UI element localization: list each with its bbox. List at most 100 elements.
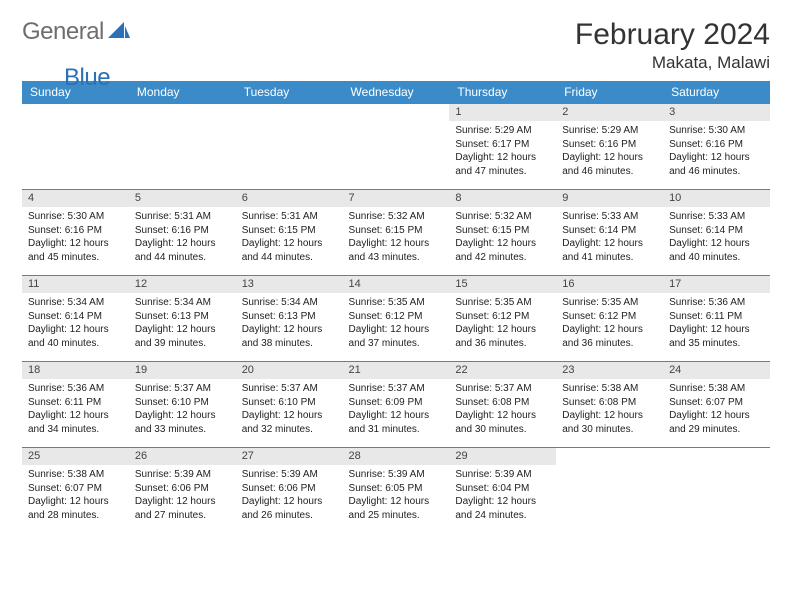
day-content: Sunrise: 5:34 AMSunset: 6:13 PMDaylight:…: [129, 293, 236, 354]
day-content: Sunrise: 5:34 AMSunset: 6:14 PMDaylight:…: [22, 293, 129, 354]
calendar-cell: 29Sunrise: 5:39 AMSunset: 6:04 PMDayligh…: [449, 448, 556, 534]
day-content: Sunrise: 5:33 AMSunset: 6:14 PMDaylight:…: [556, 207, 663, 268]
sunset-label: Sunset: 6:17 PM: [455, 138, 550, 152]
daylight1-label: Daylight: 12 hours: [242, 495, 337, 509]
daylight1-label: Daylight: 12 hours: [455, 237, 550, 251]
sunrise-label: Sunrise: 5:37 AM: [135, 382, 230, 396]
calendar-cell: 22Sunrise: 5:37 AMSunset: 6:08 PMDayligh…: [449, 362, 556, 448]
sunset-label: Sunset: 6:14 PM: [562, 224, 657, 238]
calendar-cell: 16Sunrise: 5:35 AMSunset: 6:12 PMDayligh…: [556, 276, 663, 362]
logo-text-general: General: [22, 18, 104, 46]
sunrise-label: Sunrise: 5:36 AM: [669, 296, 764, 310]
day-content: Sunrise: 5:37 AMSunset: 6:08 PMDaylight:…: [449, 379, 556, 440]
sunset-label: Sunset: 6:07 PM: [28, 482, 123, 496]
day-number: 3: [663, 104, 770, 121]
daylight1-label: Daylight: 12 hours: [349, 323, 444, 337]
calendar-cell: 10Sunrise: 5:33 AMSunset: 6:14 PMDayligh…: [663, 190, 770, 276]
calendar-cell: [663, 448, 770, 534]
day-content: Sunrise: 5:29 AMSunset: 6:17 PMDaylight:…: [449, 121, 556, 182]
day-number: 22: [449, 362, 556, 379]
calendar-cell: 27Sunrise: 5:39 AMSunset: 6:06 PMDayligh…: [236, 448, 343, 534]
daylight2-label: and 35 minutes.: [669, 337, 764, 351]
calendar-cell: 24Sunrise: 5:38 AMSunset: 6:07 PMDayligh…: [663, 362, 770, 448]
sunset-label: Sunset: 6:08 PM: [562, 396, 657, 410]
calendar-cell: 20Sunrise: 5:37 AMSunset: 6:10 PMDayligh…: [236, 362, 343, 448]
sunrise-label: Sunrise: 5:39 AM: [135, 468, 230, 482]
daylight2-label: and 25 minutes.: [349, 509, 444, 523]
dow-wednesday: Wednesday: [343, 81, 450, 104]
daylight2-label: and 30 minutes.: [455, 423, 550, 437]
daylight1-label: Daylight: 12 hours: [669, 323, 764, 337]
day-content: Sunrise: 5:38 AMSunset: 6:08 PMDaylight:…: [556, 379, 663, 440]
day-content: Sunrise: 5:38 AMSunset: 6:07 PMDaylight:…: [663, 379, 770, 440]
calendar-cell: 3Sunrise: 5:30 AMSunset: 6:16 PMDaylight…: [663, 104, 770, 190]
sunset-label: Sunset: 6:16 PM: [28, 224, 123, 238]
calendar-row: 4 Sunrise: 5:30 AMSunset: 6:16 PM Daylight…: [22, 190, 770, 276]
day-number: 12: [129, 276, 236, 293]
daylight2-label: and 41 minutes.: [562, 251, 657, 265]
daylight1-label: Daylight: 12 hours: [349, 409, 444, 423]
sunrise-label: Sunrise: 5:34 AM: [135, 296, 230, 310]
sunset-label: Sunset: 6:13 PM: [135, 310, 230, 324]
daylight1-label: Daylight: 12 hours: [242, 237, 337, 251]
day-number-blank: [556, 448, 663, 465]
daylight2-label: and 44 minutes.: [135, 251, 230, 265]
day-content: Sunrise: 5:31 AMSunset: 6:16 PMDaylight:…: [129, 207, 236, 268]
day-content: Sunrise: 5:32 AMSunset: 6:15 PMDaylight:…: [343, 207, 450, 268]
day-content: Sunrise: 5:39 AMSunset: 6:06 PMDaylight:…: [236, 465, 343, 526]
daylight1-label: Daylight: 12 hours: [135, 495, 230, 509]
daylight1-label: Daylight: 12 hours: [562, 409, 657, 423]
daylight2-label: and 46 minutes.: [562, 165, 657, 179]
calendar-cell: 12Sunrise: 5:34 AMSunset: 6:13 PMDayligh…: [129, 276, 236, 362]
calendar-cell: 2Sunrise: 5:29 AMSunset: 6:16 PMDaylight…: [556, 104, 663, 190]
sunrise-label: Sunrise: 5:35 AM: [455, 296, 550, 310]
daylight2-label: and 28 minutes.: [28, 509, 123, 523]
calendar-cell: 18Sunrise: 5:36 AMSunset: 6:11 PMDayligh…: [22, 362, 129, 448]
sunrise-label: Sunrise: 5:30 AM: [669, 124, 764, 138]
calendar-cell: 8Sunrise: 5:32 AMSunset: 6:15 PMDaylight…: [449, 190, 556, 276]
daylight2-label: and 38 minutes.: [242, 337, 337, 351]
sunrise-label: Sunrise: 5:30 AM: [28, 210, 123, 224]
daylight2-label: and 26 minutes.: [242, 509, 337, 523]
calendar-header-row: Sunday Monday Tuesday Wednesday Thursday…: [22, 81, 770, 104]
sunset-label: Sunset: 6:04 PM: [455, 482, 550, 496]
daylight2-label: and 46 minutes.: [669, 165, 764, 179]
daylight2-label: and 31 minutes.: [349, 423, 444, 437]
day-content: Sunrise: 5:37 AMSunset: 6:09 PMDaylight:…: [343, 379, 450, 440]
day-content: Sunrise: 5:35 AMSunset: 6:12 PMDaylight:…: [449, 293, 556, 354]
location-label: Makata, Malawi: [575, 53, 770, 73]
day-content: Sunrise: 5:31 AMSunset: 6:15 PMDaylight:…: [236, 207, 343, 268]
daylight1-label: Daylight: 12 hours: [669, 237, 764, 251]
calendar-cell: 19Sunrise: 5:37 AMSunset: 6:10 PMDayligh…: [129, 362, 236, 448]
sunset-label: Sunset: 6:06 PM: [135, 482, 230, 496]
day-content: Sunrise: 5:36 AMSunset: 6:11 PMDaylight:…: [22, 379, 129, 440]
sunrise-label: Sunrise: 5:31 AM: [242, 210, 337, 224]
calendar-cell: 15Sunrise: 5:35 AMSunset: 6:12 PMDayligh…: [449, 276, 556, 362]
sunset-label: Sunset: 6:11 PM: [28, 396, 123, 410]
calendar-cell: 25Sunrise: 5:38 AMSunset: 6:07 PMDayligh…: [22, 448, 129, 534]
day-number-blank: [343, 104, 450, 121]
calendar-cell: 14Sunrise: 5:35 AMSunset: 6:12 PMDayligh…: [343, 276, 450, 362]
day-content: Sunrise: 5:29 AMSunset: 6:16 PMDaylight:…: [556, 121, 663, 182]
sunset-label: Sunset: 6:16 PM: [669, 138, 764, 152]
sunrise-label: Sunrise: 5:31 AM: [135, 210, 230, 224]
day-content: Sunrise: 5:35 AMSunset: 6:12 PMDaylight:…: [343, 293, 450, 354]
day-content-blank: [236, 121, 343, 171]
daylight2-label: and 39 minutes.: [135, 337, 230, 351]
daylight1-label: Daylight: 12 hours: [349, 495, 444, 509]
calendar-cell: [22, 104, 129, 190]
sunset-label: Sunset: 6:09 PM: [349, 396, 444, 410]
day-number-blank: [22, 104, 129, 121]
daylight2-label: and 37 minutes.: [349, 337, 444, 351]
calendar-cell: 7Sunrise: 5:32 AMSunset: 6:15 PMDaylight…: [343, 190, 450, 276]
calendar-table: Sunday Monday Tuesday Wednesday Thursday…: [22, 81, 770, 534]
calendar-cell: [343, 104, 450, 190]
sunset-label: Sunset: 6:15 PM: [242, 224, 337, 238]
calendar-cell: [236, 104, 343, 190]
calendar-cell: 17Sunrise: 5:36 AMSunset: 6:11 PMDayligh…: [663, 276, 770, 362]
day-number: 18: [22, 362, 129, 379]
day-number: 4: [22, 190, 129, 207]
day-number: 1: [449, 104, 556, 121]
day-number: 24: [663, 362, 770, 379]
sunrise-label: Sunrise: 5:34 AM: [28, 296, 123, 310]
